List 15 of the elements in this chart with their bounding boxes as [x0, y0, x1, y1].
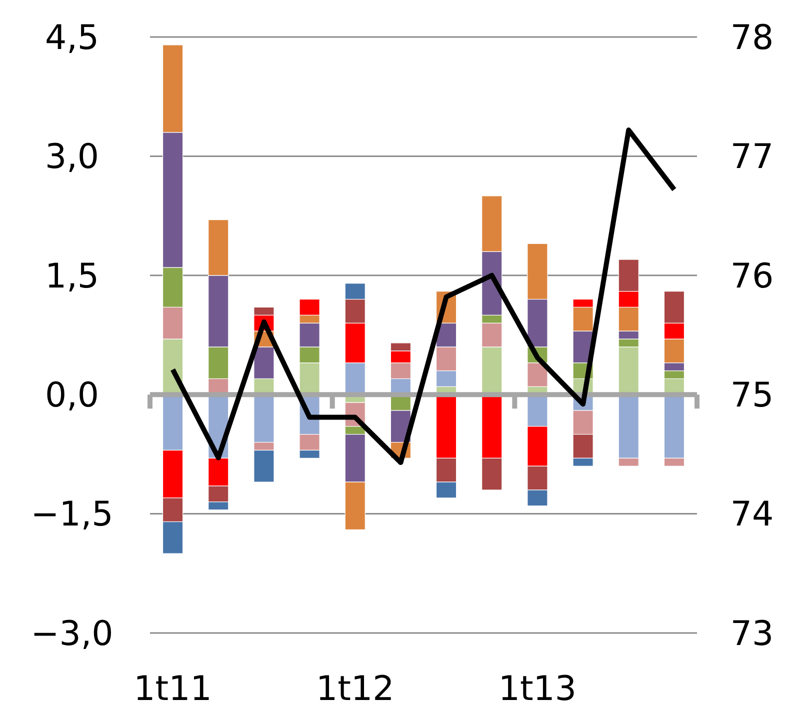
y-tick-label: 3,0	[44, 137, 100, 178]
y2-tick-label: 75	[730, 376, 774, 416]
x-tick-label: 1t12	[316, 669, 394, 709]
y-tick-label: 4,5	[44, 18, 100, 58]
x-tick-label: 1t11	[134, 669, 212, 709]
y-tick-label: −3,0	[30, 614, 114, 654]
y-tick-label: −1,5	[30, 494, 114, 535]
x-tick-label: 1t13	[498, 669, 577, 709]
y2-tick-label: 73	[730, 614, 774, 654]
y-tick-label: 0,0	[44, 376, 100, 416]
y2-tick-label: 74	[730, 494, 774, 535]
y2-tick-label: 77	[730, 137, 774, 178]
y2-tick-label: 76	[730, 256, 774, 296]
y2-tick-label: 78	[730, 18, 774, 58]
y-tick-label: 1,5	[44, 256, 100, 296]
